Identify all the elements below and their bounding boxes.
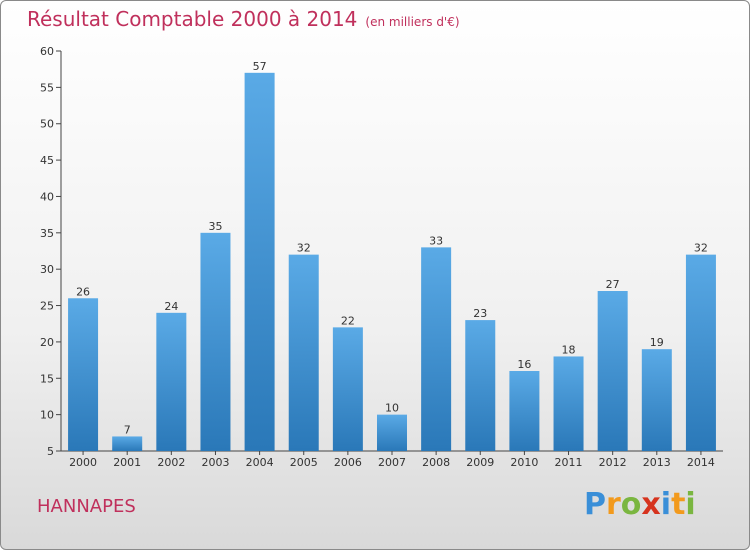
bar-2011 (553, 356, 584, 451)
x-axis: 2000 2001 2002 2003 2004 2005 2006 2007 2008 2009… (69, 451, 715, 469)
x-tick-label-2014: 2014 (687, 456, 715, 469)
y-tick-label: 30 (40, 263, 54, 276)
data-label-2003: 35 (208, 220, 222, 233)
bar-2005 (288, 254, 319, 451)
bar-2004 (244, 72, 275, 452)
logo-letter: t (671, 487, 686, 522)
bar-2000 (68, 298, 99, 451)
x-tick-label-2001: 2001 (113, 456, 141, 469)
x-tick-label-2013: 2013 (643, 456, 671, 469)
x-tick-label-2008: 2008 (422, 456, 450, 469)
x-tick-label-2004: 2004 (246, 456, 274, 469)
x-tick-label-2006: 2006 (334, 456, 362, 469)
y-tick-label: 50 (40, 118, 54, 131)
x-tick-label-2003: 2003 (201, 456, 229, 469)
logo-letter: P (584, 487, 606, 522)
data-label-2006: 22 (341, 314, 355, 327)
chart-title-text: Résultat Comptable 2000 à 2014 (27, 7, 358, 31)
data-label-2009: 23 (473, 307, 487, 320)
bar-2008 (421, 247, 452, 451)
data-label-2008: 33 (429, 234, 443, 247)
logo-letter: r (606, 487, 621, 522)
y-tick-label: 55 (40, 81, 54, 94)
y-tick-label: 10 (40, 409, 54, 422)
bar-2013 (641, 349, 672, 451)
data-label-2007: 10 (385, 402, 399, 415)
y-tick-label: 35 (40, 227, 54, 240)
data-label-2012: 27 (606, 278, 620, 291)
bar-2012 (597, 291, 628, 451)
bar-2002 (156, 312, 187, 451)
x-tick-label-2005: 2005 (290, 456, 318, 469)
data-label-2011: 18 (562, 343, 576, 356)
y-tick-label: 25 (40, 300, 54, 313)
data-label-2014: 32 (694, 242, 708, 255)
logo-letter: i (685, 487, 696, 522)
logo-letter: i (660, 487, 672, 522)
x-tick-label-2010: 2010 (510, 456, 538, 469)
y-tick-label: 45 (40, 154, 54, 167)
bar-2010 (509, 371, 540, 451)
y-tick-label: 40 (40, 190, 54, 203)
data-label-2000: 26 (76, 285, 90, 298)
data-label-2013: 19 (650, 336, 664, 349)
data-label-2001: 7 (124, 423, 131, 436)
data-label-2004: 57 (253, 60, 267, 73)
logo-letter: x (641, 487, 661, 522)
bar-2006 (332, 327, 363, 451)
data-label-2002: 24 (164, 300, 178, 313)
x-tick-label-2007: 2007 (378, 456, 406, 469)
y-tick-label: 15 (40, 372, 54, 385)
x-tick-label-2002: 2002 (157, 456, 185, 469)
x-tick-label-2012: 2012 (599, 456, 627, 469)
bar-2007 (377, 414, 407, 451)
bar-2009 (465, 320, 496, 451)
logo-letter: o (620, 487, 642, 522)
x-tick-label-2000: 2000 (69, 456, 97, 469)
bar-2001 (112, 436, 143, 451)
chart-title: Résultat Comptable 2000 à 2014 (en millie… (27, 7, 460, 31)
data-label-2005: 32 (297, 242, 311, 255)
x-tick-label-2011: 2011 (555, 456, 583, 469)
chart-subtitle: (en milliers d'€) (365, 15, 460, 29)
data-label-2010: 16 (517, 358, 531, 371)
bar-2003 (200, 232, 231, 451)
proxiti-logo: Proxiti (584, 487, 696, 522)
city-name: HANNAPES (37, 496, 136, 517)
y-tick-label: 60 (40, 45, 54, 58)
y-tick-label: 5 (47, 445, 54, 458)
x-tick-label-2009: 2009 (466, 456, 494, 469)
bar-2014 (685, 254, 716, 451)
y-tick-label: 20 (40, 336, 54, 349)
bars: 26 7 24 35 57 32 22 10 33 23 16 18 27 19 32 (68, 60, 716, 452)
